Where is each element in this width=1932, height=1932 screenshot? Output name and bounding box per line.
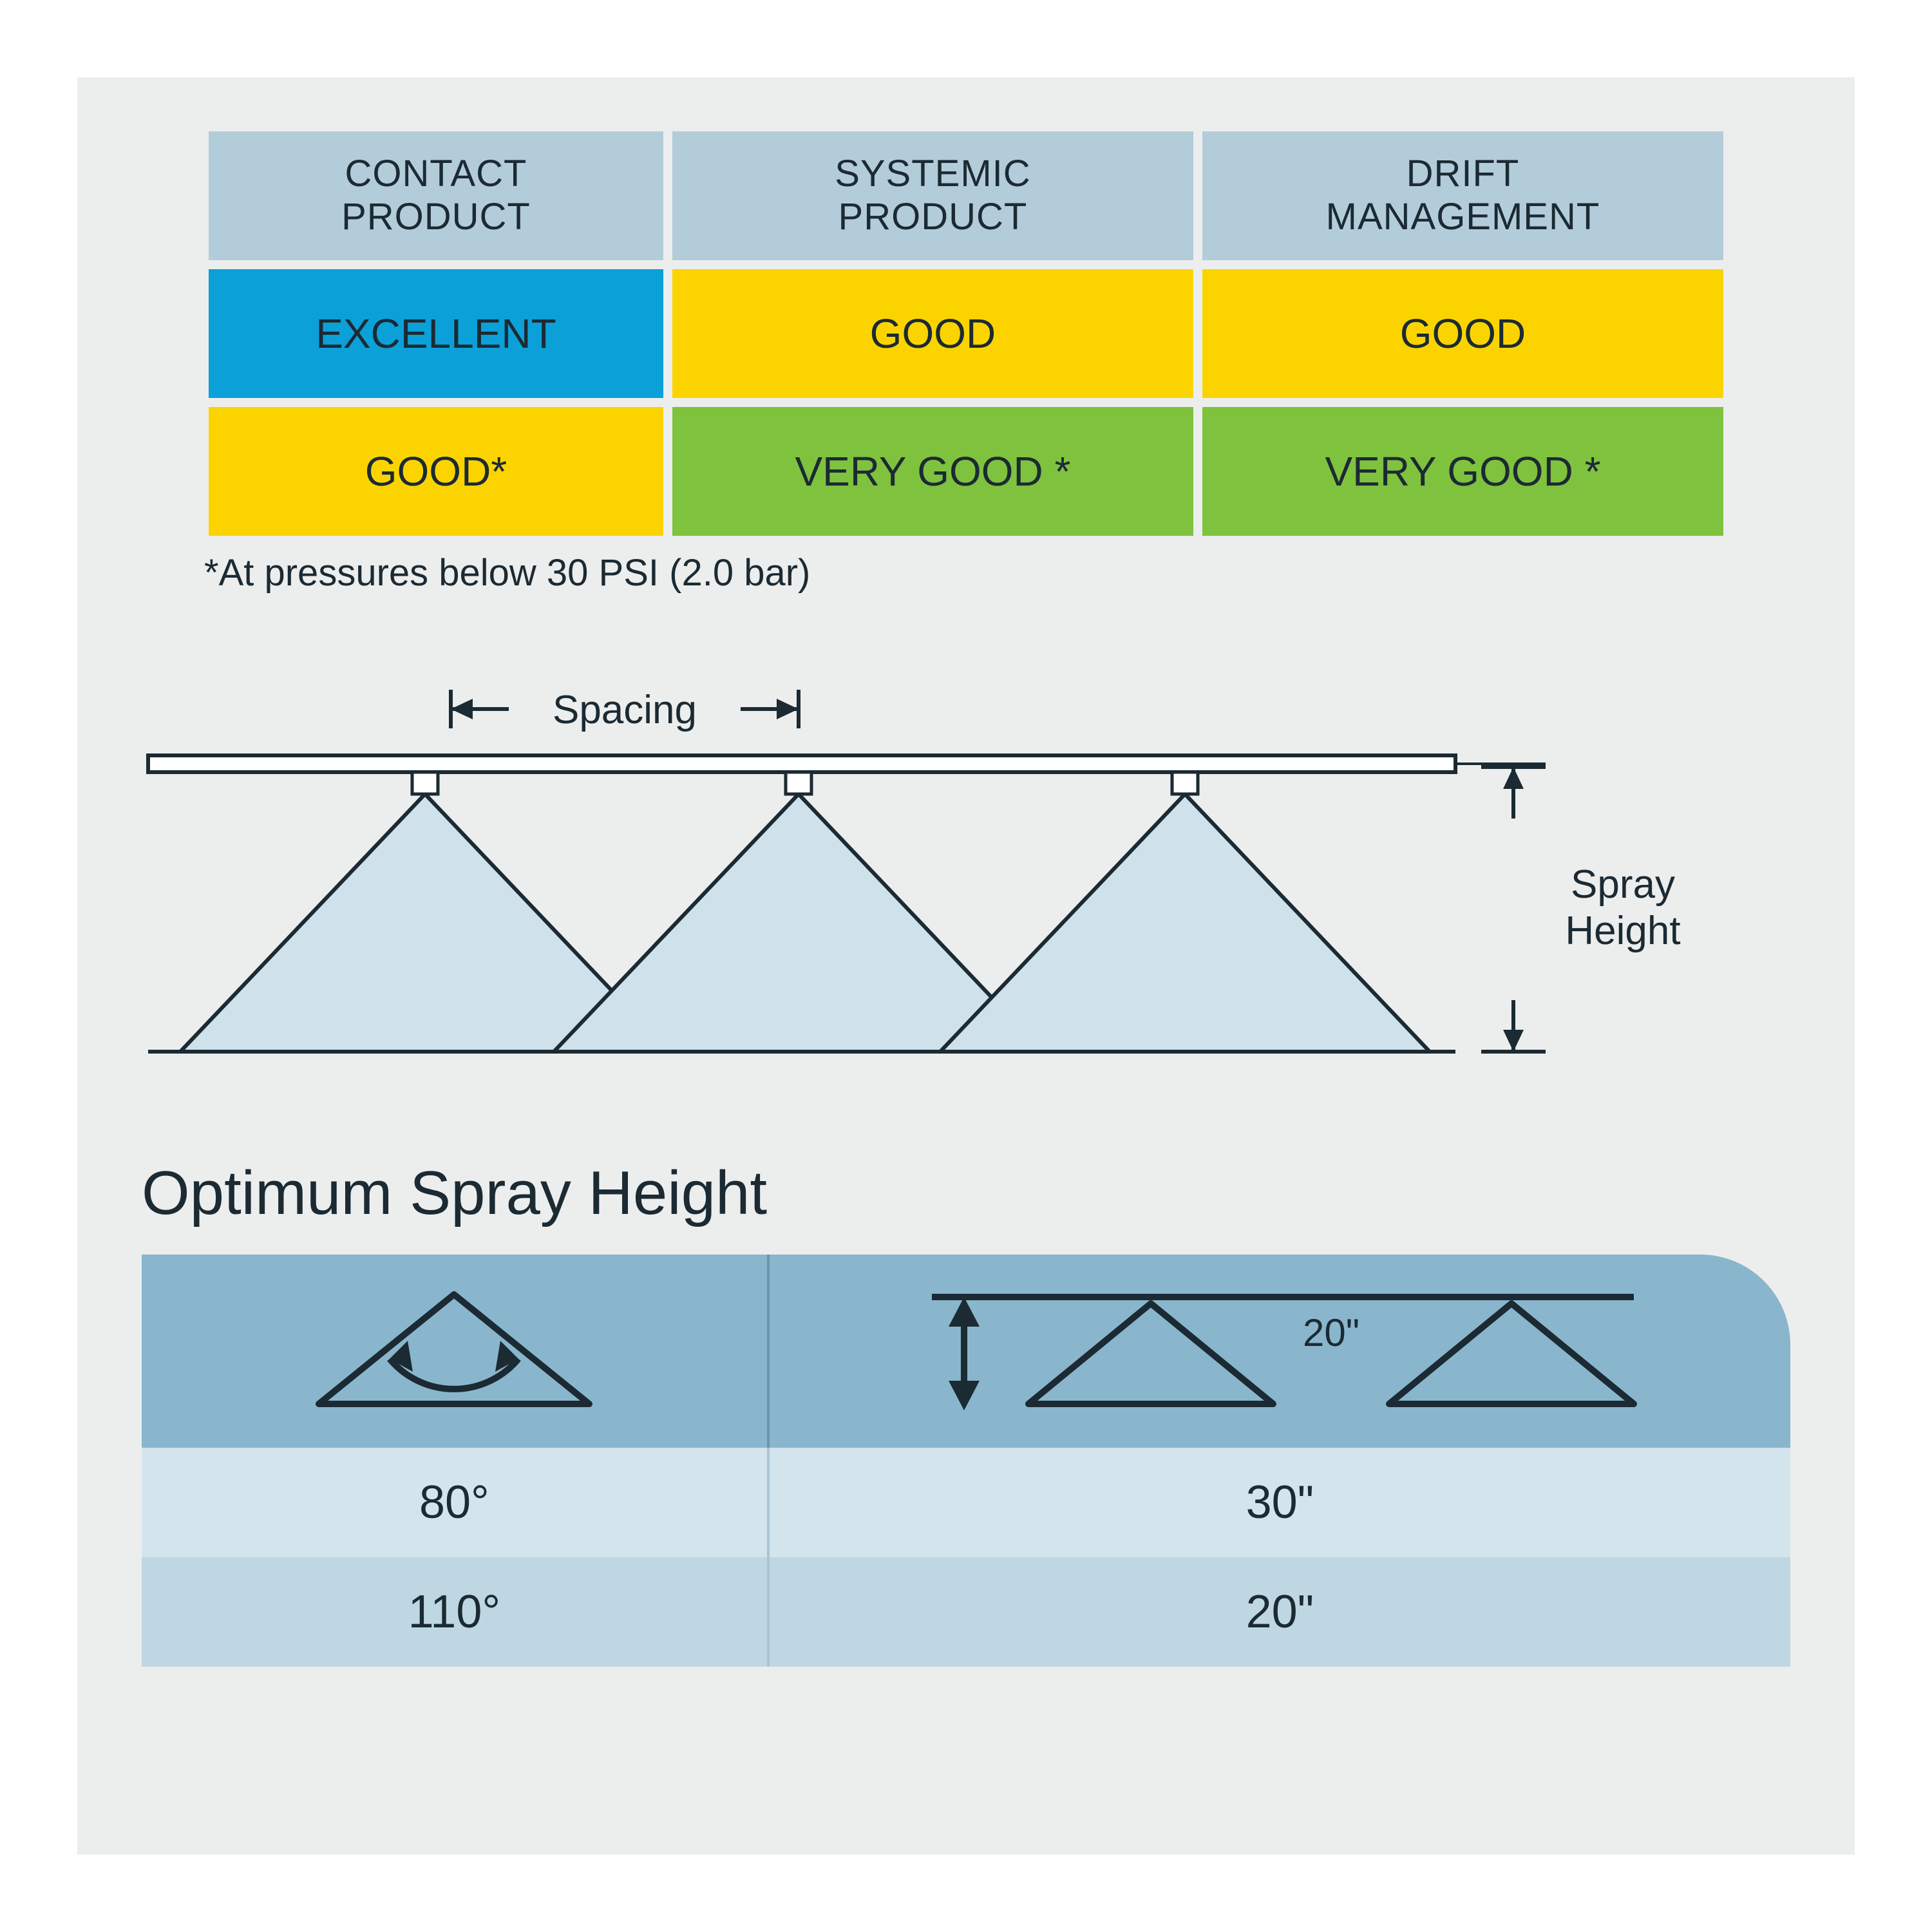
rating-cell: VERY GOOD * (1202, 407, 1723, 536)
rating-row: EXCELLENT GOOD GOOD (209, 269, 1723, 398)
rating-cell: EXCELLENT (209, 269, 663, 398)
osh-height-header: 20" (768, 1255, 1790, 1448)
spray-diagram: Spacing SprayHeight (142, 672, 1790, 1087)
svg-text:Height: Height (1565, 909, 1680, 953)
rating-header-line2: MANAGEMENT (1326, 196, 1600, 238)
angle-icon (287, 1269, 621, 1423)
osh-row: 110° 20" (142, 1557, 1790, 1667)
rating-header: CONTACT PRODUCT (209, 131, 663, 260)
osh-height-cell: 30" (768, 1448, 1790, 1557)
rating-header-line1: DRIFT (1406, 153, 1520, 194)
osh-angle-cell: 110° (142, 1557, 768, 1667)
osh-row: 80° 30" (142, 1448, 1790, 1557)
osh-angle-cell: 80° (142, 1448, 768, 1557)
rating-header: DRIFT MANAGEMENT (1202, 131, 1723, 260)
svg-text:Spray: Spray (1571, 862, 1675, 907)
rating-table: CONTACT PRODUCT SYSTEMIC PRODUCT DRIFT M… (200, 122, 1732, 545)
rating-header-line2: PRODUCT (341, 196, 531, 238)
content-panel: CONTACT PRODUCT SYSTEMIC PRODUCT DRIFT M… (77, 77, 1855, 1855)
rating-cell: GOOD (672, 269, 1193, 398)
rating-cell: VERY GOOD * (672, 407, 1193, 536)
height-icon-label: 20" (1303, 1311, 1359, 1354)
rating-header-line1: CONTACT (345, 153, 527, 194)
rating-footnote: *At pressures below 30 PSI (2.0 bar) (195, 551, 1737, 594)
rating-row: GOOD* VERY GOOD * VERY GOOD * (209, 407, 1723, 536)
osh-header-row: 20" (142, 1255, 1790, 1448)
osh-title: Optimum Spray Height (142, 1158, 1790, 1229)
rating-header-line1: SYSTEMIC (835, 153, 1031, 194)
rating-header: SYSTEMIC PRODUCT (672, 131, 1193, 260)
osh-height-cell: 20" (768, 1557, 1790, 1667)
rating-cell: GOOD (1202, 269, 1723, 398)
rating-cell: GOOD* (209, 407, 663, 536)
osh-angle-header (142, 1255, 768, 1448)
page: CONTACT PRODUCT SYSTEMIC PRODUCT DRIFT M… (0, 0, 1932, 1932)
rating-header-line2: PRODUCT (838, 196, 1028, 238)
osh-table: 20" 80° 30" 110° 20" (142, 1255, 1790, 1667)
rating-header-row: CONTACT PRODUCT SYSTEMIC PRODUCT DRIFT M… (209, 131, 1723, 260)
spray-diagram-svg: Spacing SprayHeight (142, 672, 1790, 1084)
svg-text:Spacing: Spacing (553, 688, 697, 732)
height-icon: 20" (893, 1269, 1666, 1423)
